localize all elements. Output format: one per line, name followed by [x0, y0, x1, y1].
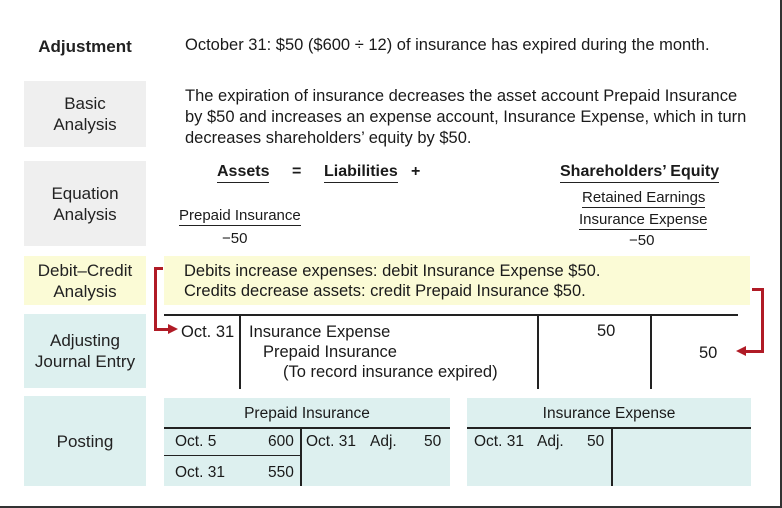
prepaid-insurance-account: Prepaid Insurance — [179, 207, 301, 226]
basic-analysis-line-2: by $50 and increases an expense account,… — [185, 108, 747, 126]
journal-debit-divider — [537, 314, 539, 389]
arrow-right-bottom — [746, 350, 764, 353]
prepaid-balance-date: Oct. 31 — [175, 464, 225, 481]
arrow-right-top — [752, 288, 764, 291]
debit-credit-band — [164, 256, 750, 305]
expense-t-top-rule — [467, 427, 751, 429]
basic-analysis-line-3: decreases shareholders’ equity by $50. — [185, 129, 472, 147]
debit-credit-label: Debit–Credit Analysis — [24, 256, 146, 305]
expense-debit-date: Oct. 31 — [474, 433, 524, 450]
equals-sign: = — [292, 163, 302, 180]
prepaid-balance-amount: 550 — [268, 464, 294, 481]
prepaid-credit-amount: 50 — [424, 433, 442, 450]
equity-header: Shareholders’ Equity — [560, 163, 720, 183]
asset-change: −50 — [222, 230, 248, 247]
debit-credit-line-2: Credits decrease assets: credit Prepaid … — [184, 282, 586, 300]
arrow-left-vertical — [154, 267, 157, 331]
expense-t-divider — [611, 427, 613, 486]
insurance-expense-t-account: Insurance Expense Oct. 31 Adj. 50 — [467, 398, 751, 486]
liabilities-header: Liabilities — [324, 163, 398, 183]
prepaid-t-divider — [300, 427, 302, 486]
posting-label: Posting — [24, 396, 146, 486]
prepaid-t-top-rule — [164, 427, 450, 429]
expense-t-title: Insurance Expense — [542, 405, 676, 422]
prepaid-insurance-t-account: Prepaid Insurance Oct. 5 600 Oct. 31 550… — [164, 398, 450, 486]
assets-header: Assets — [217, 163, 270, 183]
equation-analysis-label: Equation Analysis — [24, 161, 146, 246]
debit-credit-line-1: Debits increase expenses: debit Insuranc… — [184, 262, 601, 280]
arrow-right-head-icon — [168, 324, 178, 334]
adjusting-entry-label: Adjusting Journal Entry — [24, 314, 146, 388]
journal-date: Oct. 31 — [181, 323, 235, 341]
prepaid-credit-tag: Adj. — [370, 433, 397, 450]
journal-debit-amount: 50 — [597, 322, 616, 340]
prepaid-credit-date: Oct. 31 — [306, 433, 356, 450]
journal-credit-account: Prepaid Insurance — [263, 343, 397, 361]
arrow-left-top — [154, 267, 163, 270]
adjustment-text: October 31: $50 ($600 ÷ 12) of insurance… — [185, 36, 710, 54]
journal-date-divider — [239, 314, 241, 389]
arrow-left-bottom — [154, 328, 170, 331]
plus-sign: + — [411, 163, 421, 180]
journal-explanation: (To record insurance expired) — [283, 363, 498, 381]
basic-analysis-line-1: The expiration of insurance decreases th… — [185, 87, 738, 105]
prepaid-debit-amount-1: 600 — [268, 433, 294, 450]
expense-debit-tag: Adj. — [537, 433, 564, 450]
journal-debit-account: Insurance Expense — [249, 323, 391, 341]
arrow-right-vertical — [761, 288, 764, 353]
arrow-left-head-icon — [736, 346, 746, 356]
adjustment-label: Adjustment — [38, 36, 132, 56]
insurance-expense-account: Insurance Expense — [579, 211, 708, 230]
retained-earnings: Retained Earnings — [582, 189, 706, 208]
expense-debit-amount: 50 — [587, 433, 605, 450]
prepaid-t-title: Prepaid Insurance — [244, 405, 370, 422]
journal-credit-divider — [650, 314, 652, 389]
basic-analysis-label: Basic Analysis — [24, 81, 146, 147]
journal-credit-amount: 50 — [699, 344, 718, 362]
journal-top-rule — [164, 314, 738, 316]
prepaid-debit-date-1: Oct. 5 — [175, 433, 217, 450]
prepaid-t-balance-rule — [164, 455, 300, 456]
equity-change: −50 — [629, 232, 655, 249]
